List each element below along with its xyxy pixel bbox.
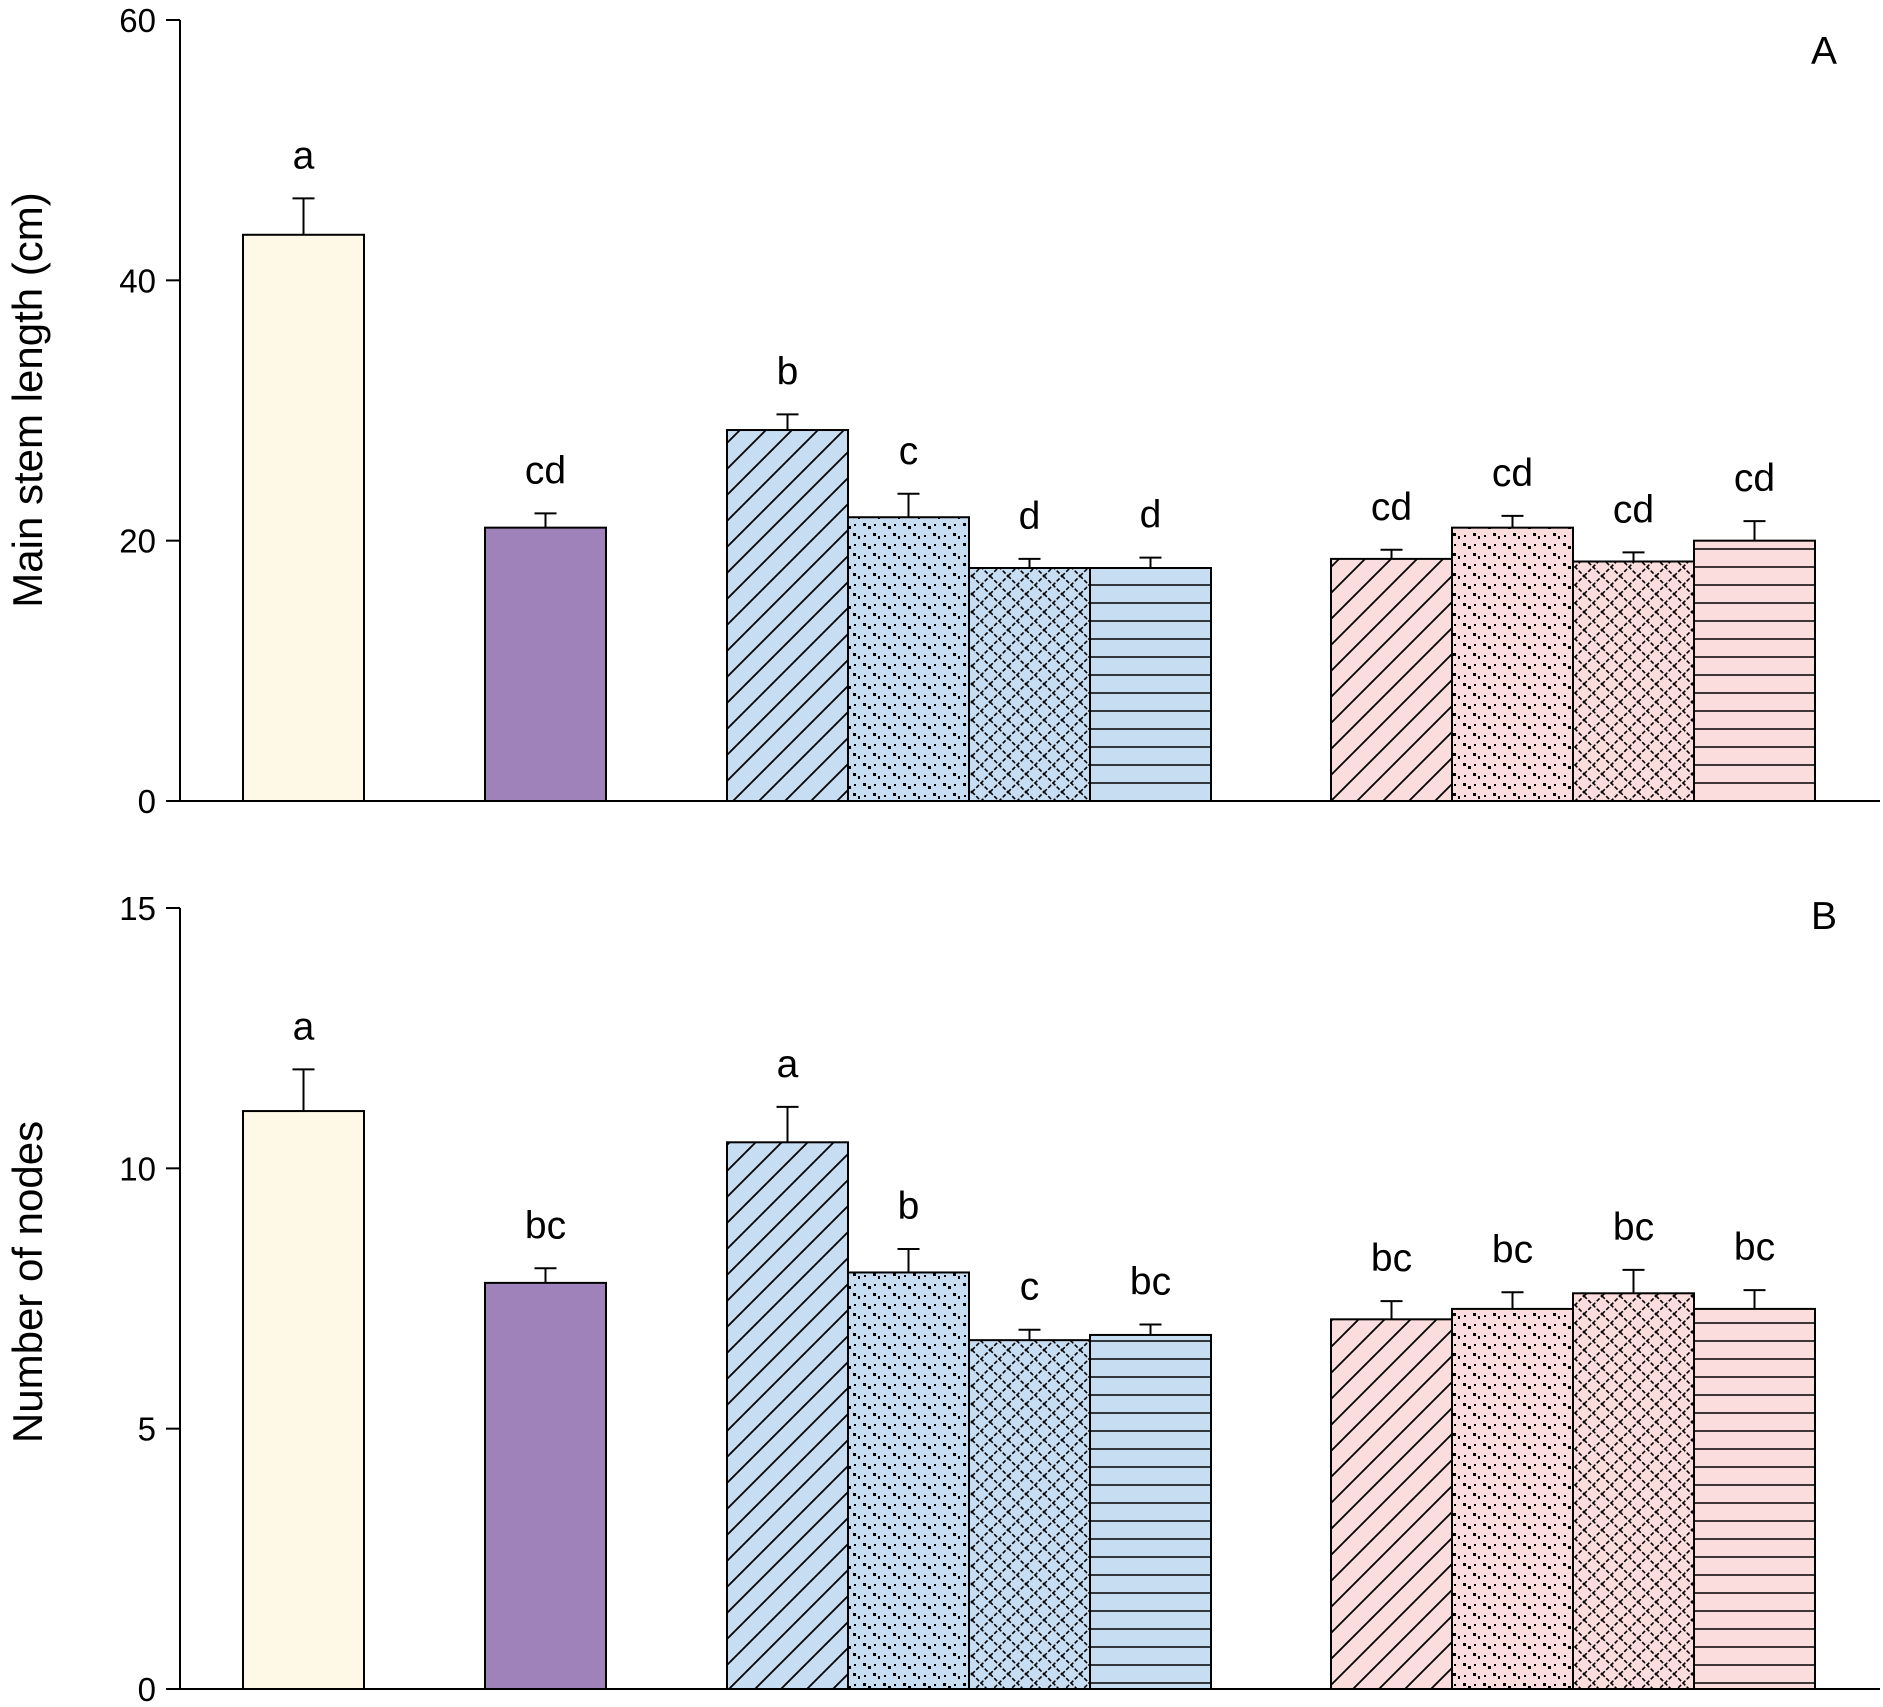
y-tick-label-a-2: 40 bbox=[119, 262, 156, 299]
sig-label-a-3: c bbox=[899, 430, 919, 473]
y-tick-label-b-1: 5 bbox=[138, 1411, 156, 1448]
bar-group-b-5: bc bbox=[1089, 1261, 1212, 1690]
bar-group-a-9: cd bbox=[1693, 457, 1816, 803]
sig-label-a-7: cd bbox=[1492, 452, 1533, 495]
bar-group-b-9: bc bbox=[1693, 1226, 1816, 1690]
bar-group-b-0: a bbox=[242, 1005, 365, 1691]
bar-group-b-8: bc bbox=[1572, 1206, 1695, 1690]
y-tick-label-b-0: 0 bbox=[138, 1671, 156, 1707]
bar-group-b-7: bc bbox=[1451, 1228, 1574, 1690]
bar-group-a-5: d bbox=[1089, 494, 1212, 802]
sig-label-b-1: bc bbox=[525, 1204, 566, 1247]
sig-label-b-3: b bbox=[898, 1185, 920, 1228]
panel-letter-b: B bbox=[1811, 895, 1837, 938]
bar-pattern-b-5 bbox=[1090, 1334, 1211, 1689]
y-tick-label-b-3: 15 bbox=[119, 890, 156, 927]
sig-label-b-5: bc bbox=[1130, 1261, 1171, 1304]
bar-a-1 bbox=[485, 527, 606, 801]
sig-label-b-4: c bbox=[1020, 1266, 1040, 1309]
bar-group-b-2: a bbox=[726, 1043, 849, 1691]
bar-pattern-a-4 bbox=[969, 568, 1090, 801]
sig-label-b-8: bc bbox=[1613, 1206, 1654, 1249]
bar-pattern-b-8 bbox=[1573, 1293, 1694, 1689]
bar-b-0 bbox=[243, 1111, 364, 1689]
bar-group-a-7: cd bbox=[1451, 452, 1574, 803]
sig-label-b-9: bc bbox=[1734, 1226, 1775, 1269]
sig-label-a-1: cd bbox=[525, 449, 566, 492]
bar-group-a-1: cd bbox=[484, 449, 607, 803]
bar-pattern-b-7 bbox=[1452, 1308, 1573, 1689]
bar-pattern-a-6 bbox=[1331, 558, 1452, 801]
bar-a-0 bbox=[243, 234, 364, 801]
sig-label-b-7: bc bbox=[1492, 1228, 1533, 1271]
sig-label-a-2: b bbox=[777, 350, 799, 393]
bar-group-b-4: c bbox=[968, 1266, 1091, 1690]
sig-label-b-0: a bbox=[293, 1005, 315, 1048]
bar-pattern-b-3 bbox=[848, 1272, 969, 1689]
bar-pattern-a-8 bbox=[1573, 561, 1694, 801]
sig-label-a-4: d bbox=[1019, 495, 1041, 538]
y-tick-label-b-2: 10 bbox=[119, 1150, 156, 1187]
panel-letter-a: A bbox=[1811, 30, 1837, 73]
sig-label-a-5: d bbox=[1140, 494, 1162, 537]
bar-group-b-1: bc bbox=[484, 1204, 607, 1690]
bar-group-a-6: cd bbox=[1330, 486, 1453, 803]
sig-label-b-6: bc bbox=[1371, 1237, 1412, 1280]
y-tick-label-a-0: 0 bbox=[138, 783, 156, 820]
bar-group-b-3: b bbox=[847, 1185, 970, 1690]
bar-group-a-0: a bbox=[242, 134, 365, 802]
sig-label-a-9: cd bbox=[1734, 457, 1775, 500]
bar-pattern-a-5 bbox=[1090, 568, 1211, 801]
sig-label-b-2: a bbox=[777, 1043, 799, 1086]
bar-group-a-8: cd bbox=[1572, 488, 1695, 803]
bar-pattern-a-7 bbox=[1452, 527, 1573, 801]
sig-label-a-8: cd bbox=[1613, 488, 1654, 531]
bar-pattern-a-9 bbox=[1694, 540, 1815, 801]
bar-pattern-b-6 bbox=[1331, 1319, 1452, 1689]
y-ticks-b: 0 5 10 15 bbox=[119, 890, 180, 1707]
y-tick-label-a-3: 60 bbox=[119, 2, 156, 39]
bar-group-a-2: b bbox=[726, 350, 849, 802]
bar-pattern-a-3 bbox=[848, 517, 969, 801]
bar-pattern-b-2 bbox=[727, 1142, 848, 1689]
y-axis-title-a: Main stem length (cm) bbox=[4, 192, 51, 607]
sig-label-a-6: cd bbox=[1371, 486, 1412, 529]
y-ticks-a: 0 20 40 60 bbox=[119, 2, 180, 820]
bar-pattern-a-2 bbox=[727, 430, 848, 801]
bar-group-a-4: d bbox=[968, 495, 1091, 802]
bar-group-a-3: c bbox=[847, 430, 970, 803]
sig-label-a-0: a bbox=[293, 134, 315, 177]
bar-b-1 bbox=[485, 1282, 606, 1689]
bar-group-b-6: bc bbox=[1330, 1237, 1453, 1690]
bar-pattern-b-9 bbox=[1694, 1308, 1815, 1689]
y-tick-label-a-1: 20 bbox=[119, 523, 156, 560]
y-axis-title-b: Number of nodes bbox=[4, 1121, 51, 1443]
bar-pattern-b-4 bbox=[969, 1340, 1090, 1689]
